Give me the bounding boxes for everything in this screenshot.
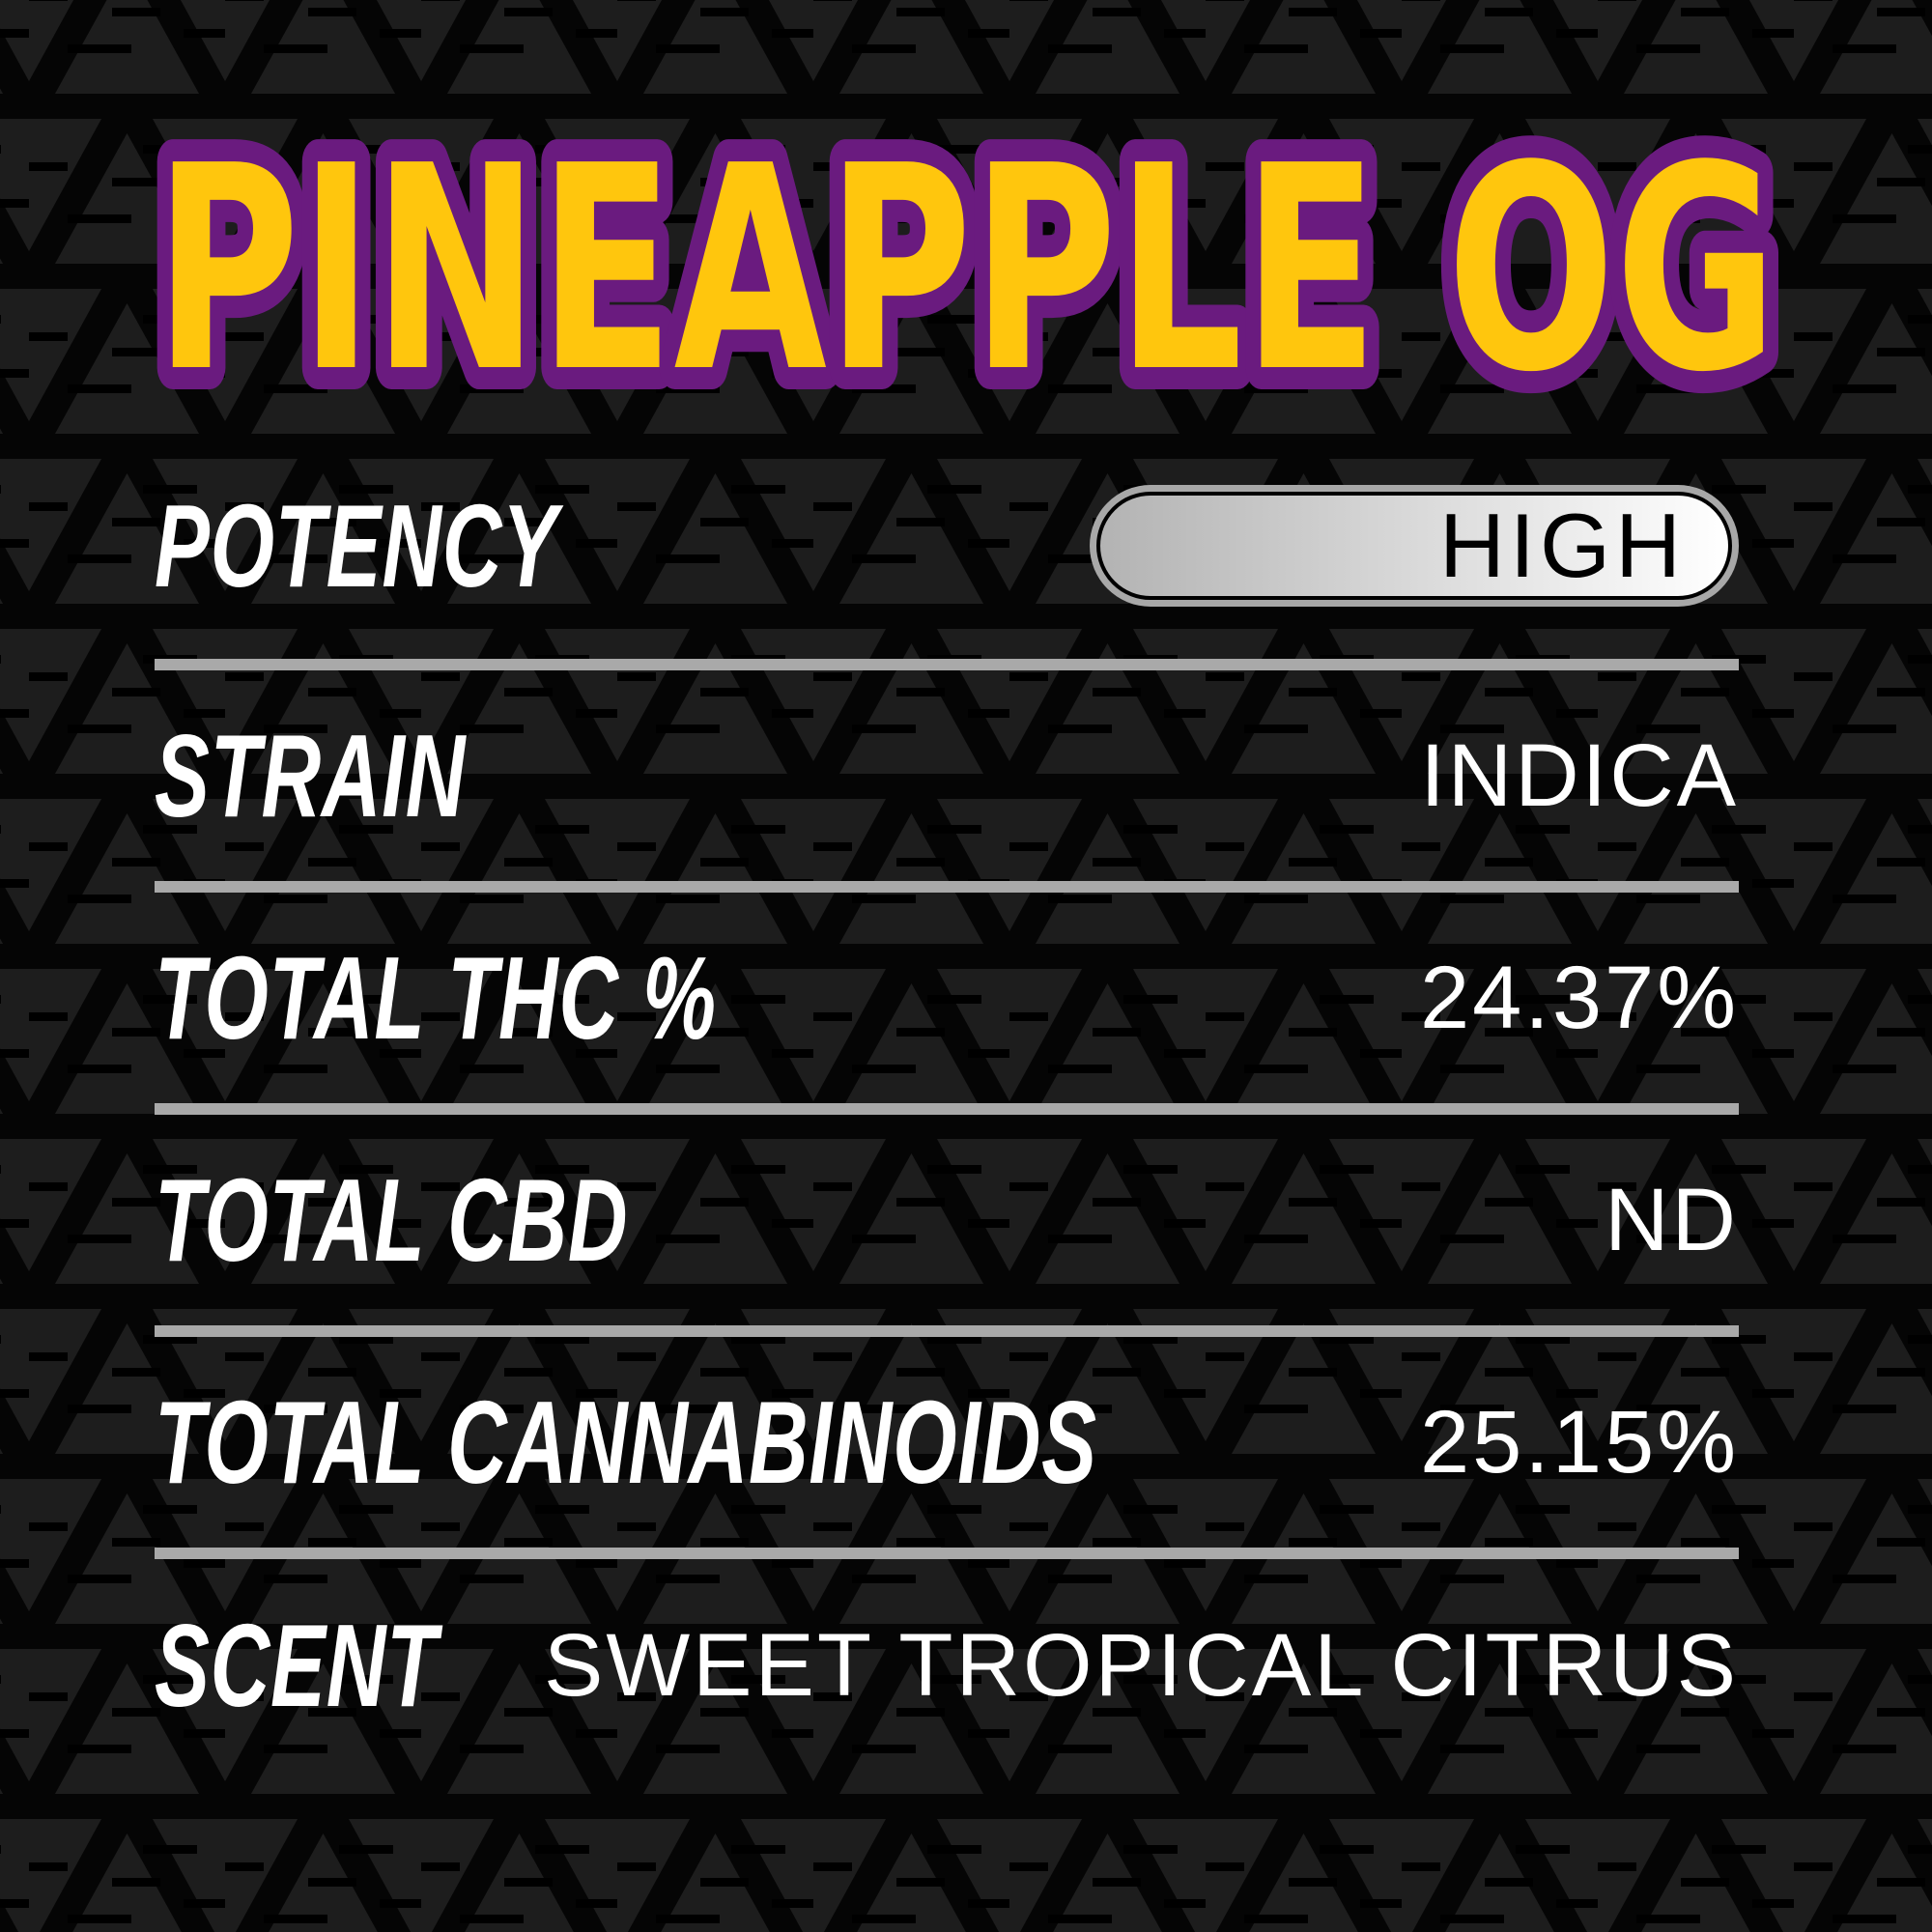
scent-value: SWEET TROPICAL CITRUS (543, 1616, 1739, 1715)
total-thc-value: 24.37% (1419, 949, 1739, 1047)
total-cannabinoids-label: TOTAL CANNABINOIDS (155, 1377, 1097, 1508)
divider (155, 659, 1739, 670)
row-strain: STRAIN INDICA (155, 670, 1739, 881)
total-cannabinoids-value: 25.15% (1419, 1393, 1739, 1492)
divider (155, 1103, 1739, 1115)
strain-value: INDICA (1420, 726, 1739, 825)
potency-meter-fill: HIGH (1096, 492, 1732, 600)
row-potency: POTENCY HIGH (155, 433, 1739, 659)
scent-label: SCENT (155, 1600, 438, 1731)
strain-label: STRAIN (155, 710, 467, 841)
potency-label: POTENCY (155, 480, 558, 611)
total-cbd-label: TOTAL CBD (155, 1154, 629, 1286)
divider (155, 881, 1739, 893)
row-scent: SCENT SWEET TROPICAL CITRUS (155, 1559, 1739, 1772)
row-total-thc: TOTAL THC % 24.37% (155, 893, 1739, 1103)
divider (155, 1548, 1739, 1559)
title-banner: PINEAPPLE OG (132, 124, 1800, 433)
total-cbd-value: ND (1605, 1171, 1739, 1269)
total-thc-label: TOTAL THC % (155, 932, 717, 1064)
potency-meter-pill: HIGH (1090, 485, 1739, 607)
row-total-cannabinoids: TOTAL CANNABINOIDS 25.15% (155, 1337, 1739, 1548)
page-title: PINEAPPLE OG (155, 124, 1777, 433)
divider (155, 1325, 1739, 1337)
row-total-cbd: TOTAL CBD ND (155, 1115, 1739, 1325)
spec-table: POTENCY HIGH STRAIN INDICA (155, 433, 1739, 1772)
potency-value: HIGH (1439, 495, 1686, 596)
